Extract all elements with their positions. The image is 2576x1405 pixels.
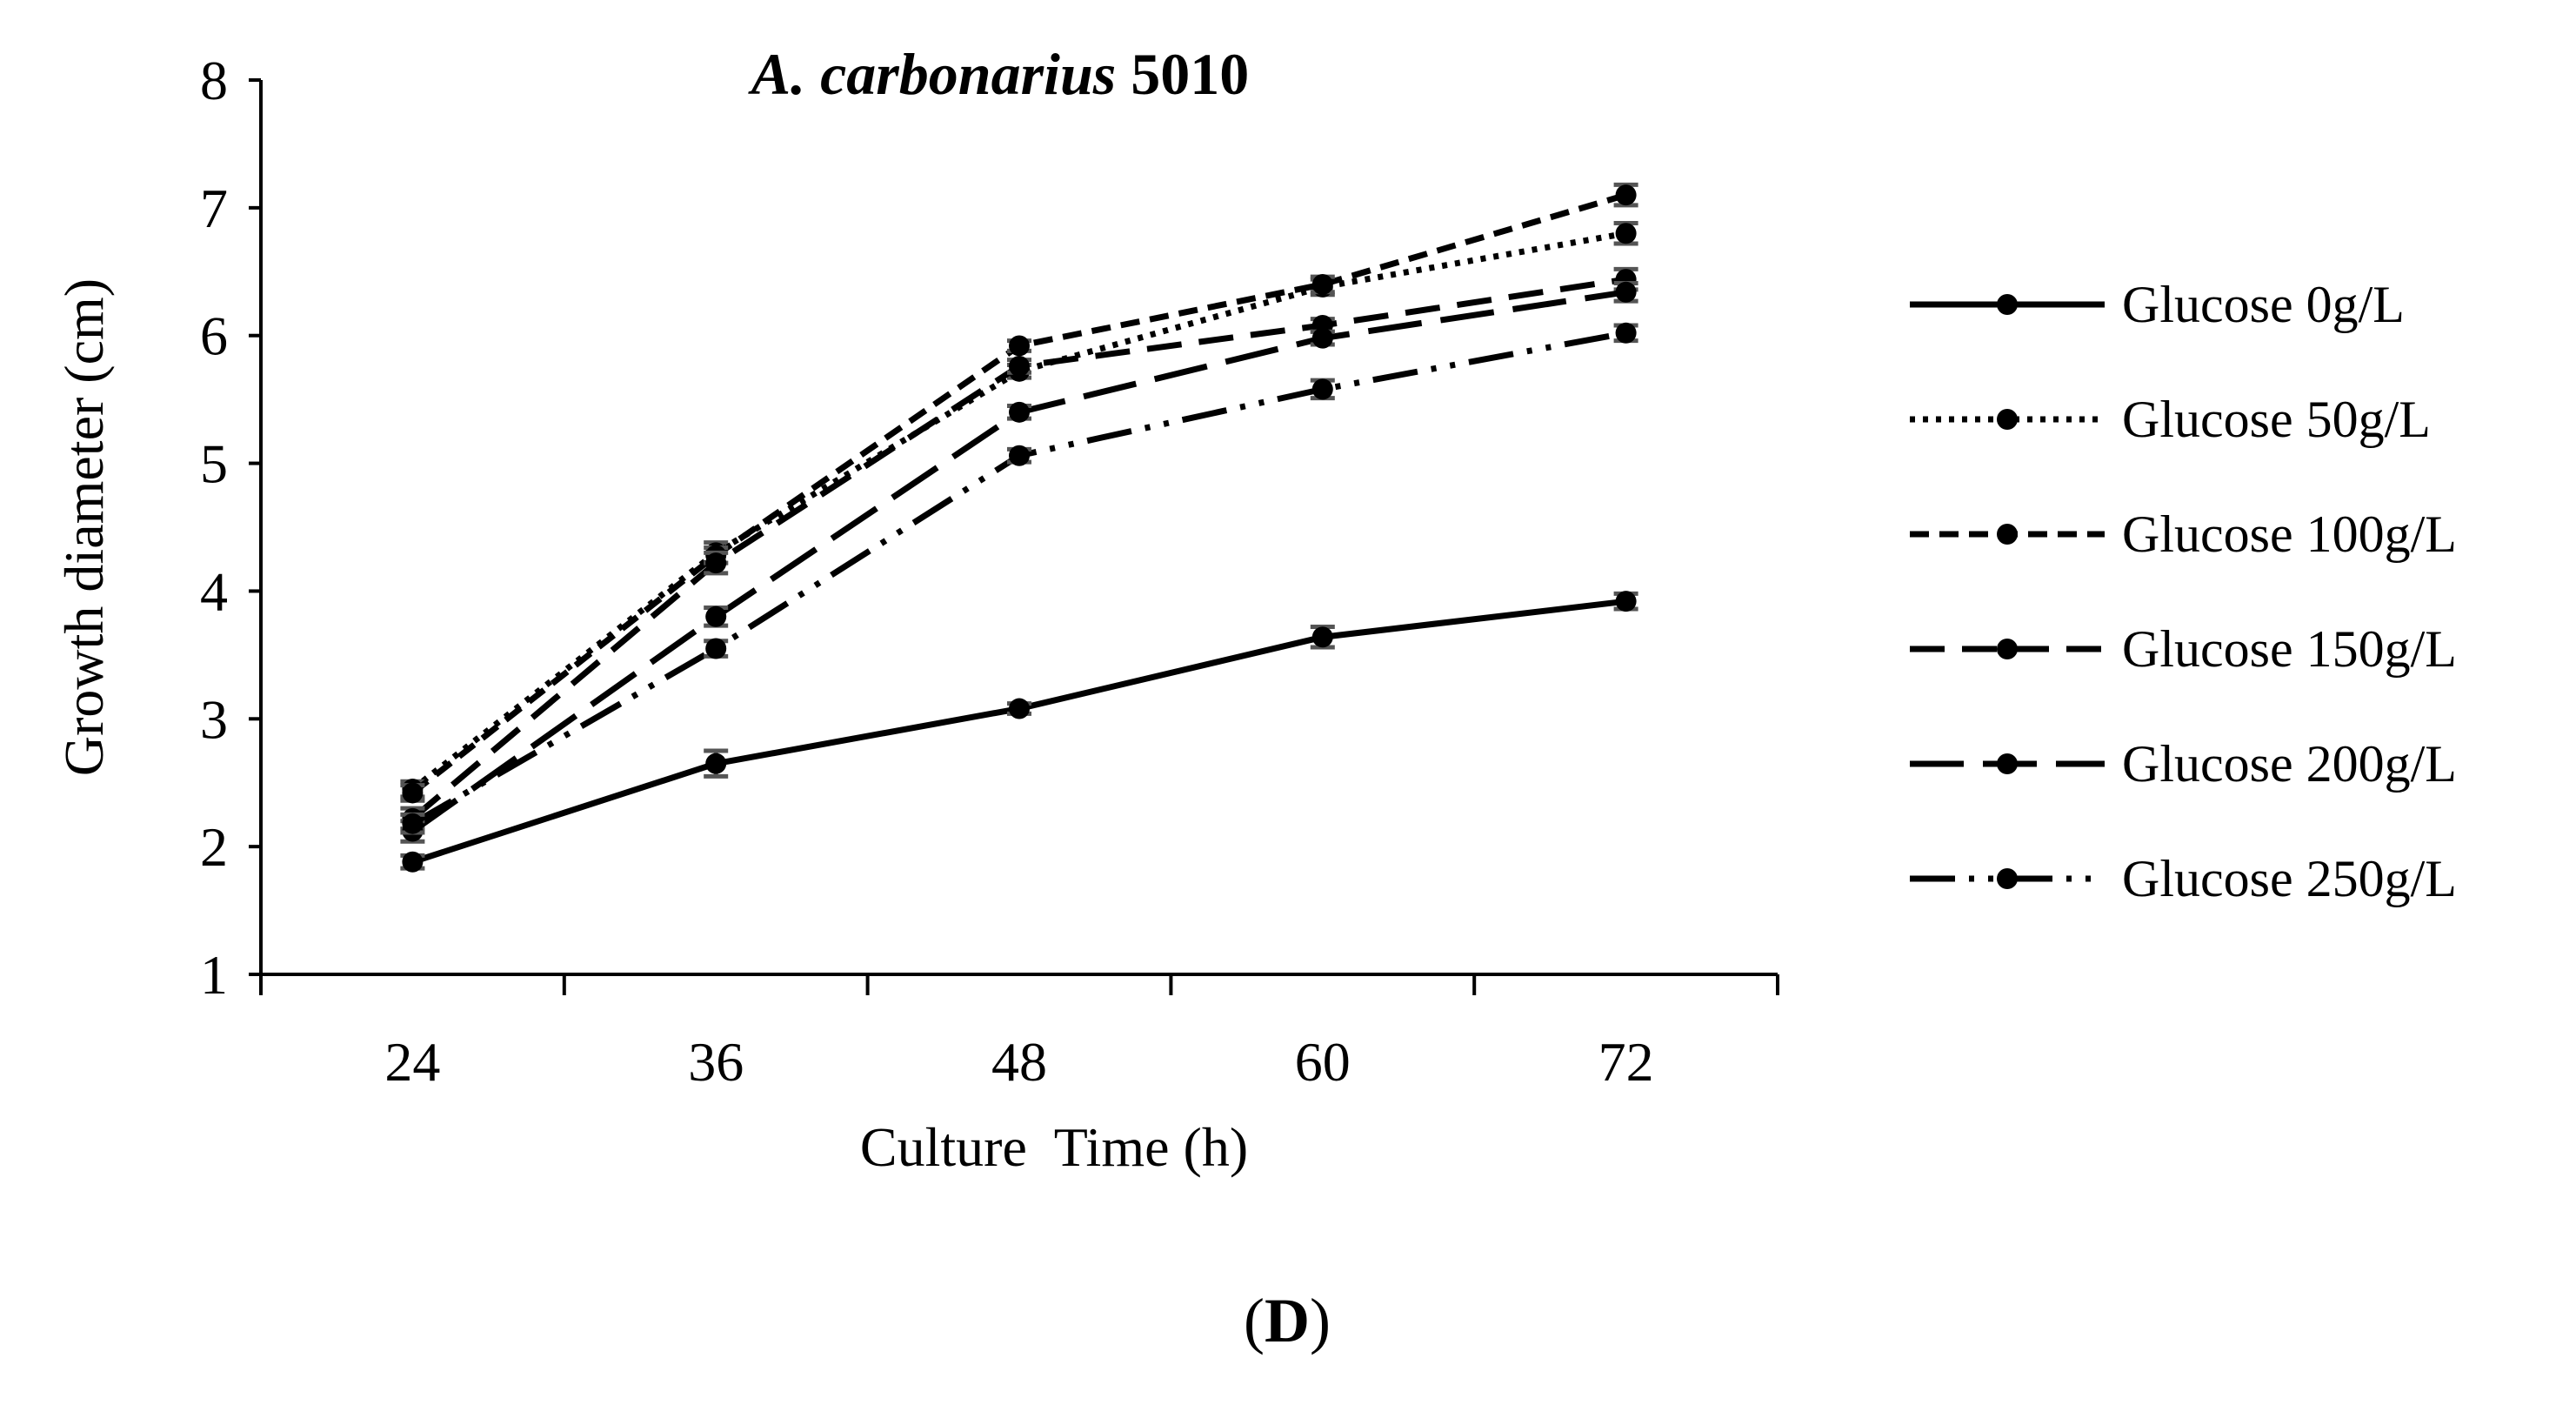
data-point <box>1615 223 1637 244</box>
data-point <box>1615 591 1637 612</box>
legend-marker <box>1997 639 2018 659</box>
legend-marker <box>1997 409 2018 430</box>
data-point <box>1009 355 1030 377</box>
legend-marker <box>1997 524 2018 545</box>
data-point <box>1615 281 1637 303</box>
legend-item: Glucose 50g/L <box>1910 391 2431 448</box>
y-tick-label: 1 <box>200 944 228 1006</box>
legend-label: Glucose 100g/L <box>2122 505 2457 563</box>
y-tick-label: 5 <box>200 433 228 495</box>
legend: Glucose 0g/L Glucose 50g/L Glucose 100g/L G… <box>1910 276 2457 907</box>
data-point <box>1009 335 1030 357</box>
series-layer <box>400 182 1638 873</box>
legend-label: Glucose 0g/L <box>2122 276 2405 333</box>
data-point <box>705 753 727 774</box>
chart-title-italic: A. carbonarius <box>748 41 1116 107</box>
y-tick-label: 6 <box>200 305 228 367</box>
series-4 <box>400 281 1638 844</box>
data-point <box>1009 401 1030 423</box>
data-point <box>402 813 424 834</box>
data-point <box>1311 327 1333 349</box>
y-axis-title: Growth diameter (cm) <box>53 278 115 776</box>
y-ticks: 1 2 3 4 5 6 7 8 <box>200 50 261 1006</box>
legend-item: Glucose 100g/L <box>1910 505 2457 563</box>
panel-label: (D) <box>1244 1286 1331 1355</box>
data-point <box>1311 273 1333 295</box>
panel-label-letter: D <box>1265 1286 1310 1355</box>
chart-title-rest: 5010 <box>1116 41 1249 107</box>
series-5 <box>400 322 1638 835</box>
series-0 <box>400 591 1638 873</box>
legend-item: Glucose 250g/L <box>1910 850 2457 907</box>
legend-label: Glucose 150g/L <box>2122 620 2457 678</box>
data-point <box>705 605 727 627</box>
data-point <box>402 782 424 804</box>
y-tick-label: 7 <box>200 177 228 239</box>
legend-label: Glucose 200g/L <box>2122 735 2457 793</box>
data-point <box>705 638 727 659</box>
x-axis-title: Culture Time (h) <box>860 1116 1248 1178</box>
data-point <box>402 851 424 873</box>
legend-marker <box>1997 753 2018 774</box>
y-tick-label: 2 <box>200 816 228 878</box>
data-point <box>1009 698 1030 719</box>
series-line <box>411 598 1627 866</box>
data-point <box>1311 378 1333 400</box>
data-point <box>1311 626 1333 648</box>
x-tick-label: 60 <box>1295 1031 1351 1093</box>
x-tick-label: 72 <box>1598 1031 1654 1093</box>
panel-label-open: ( <box>1244 1286 1265 1355</box>
x-tick-label: 36 <box>688 1031 744 1093</box>
legend-item: Glucose 200g/L <box>1910 735 2457 793</box>
chart-title: A. carbonarius 5010 <box>748 41 1249 107</box>
legend-marker <box>1997 294 2018 315</box>
x-tick-label: 24 <box>384 1031 440 1093</box>
legend-item: Glucose 150g/L <box>1910 620 2457 678</box>
legend-label: Glucose 50g/L <box>2122 391 2431 448</box>
legend-label: Glucose 250g/L <box>2122 850 2457 907</box>
data-point <box>1615 184 1637 206</box>
legend-item: Glucose 0g/L <box>1910 276 2405 333</box>
data-point <box>1009 445 1030 466</box>
data-point <box>1615 322 1637 344</box>
y-tick-label: 8 <box>200 50 228 111</box>
data-point <box>705 552 727 574</box>
x-tick-label: 48 <box>991 1031 1047 1093</box>
y-tick-label: 3 <box>200 688 228 750</box>
panel-label-close: ) <box>1310 1286 1331 1355</box>
y-tick-label: 4 <box>200 560 228 622</box>
legend-marker <box>1997 868 2018 889</box>
x-ticks: 24 36 48 60 72 <box>259 974 1779 1093</box>
